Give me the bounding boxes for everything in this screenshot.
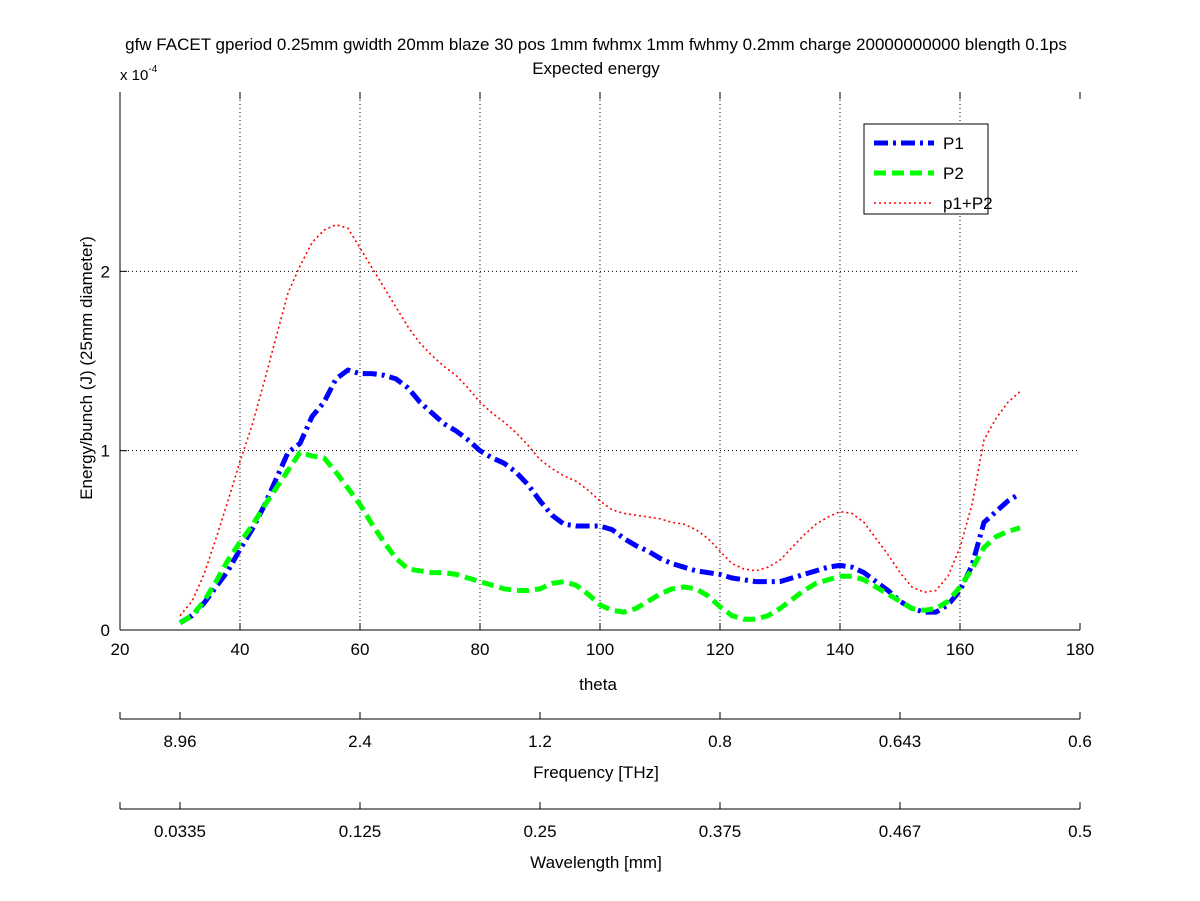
frequency-axis: 8.96 2.4 1.2 0.8 0.643 0.6 (119, 712, 1092, 751)
y-tick-label: 2 (101, 262, 110, 281)
y-tick-label: 0 (101, 621, 110, 640)
y-multiplier-exponent: -4 (148, 64, 157, 75)
legend-label-1: P1 (943, 134, 964, 153)
secondary-tick-label: 0.467 (879, 822, 922, 841)
x-ticks: 20 40 60 80 100 120 140 160 180 (111, 92, 1094, 659)
x-axis-label: theta (579, 675, 617, 694)
secondary-tick-label: 0.25 (523, 822, 556, 841)
secondary-tick-label: 0.8 (708, 732, 732, 751)
x-tick-label: 100 (586, 640, 614, 659)
y-multiplier-base: x 10 (120, 67, 148, 84)
y-axis-label: Energy/bunch (J) (25mm diameter) (77, 236, 96, 500)
x-tick-label: 60 (351, 640, 370, 659)
y-ticks: 0 1 2 (101, 262, 127, 640)
chart-subtitle: Expected energy (532, 59, 660, 78)
x-tick-label: 20 (111, 640, 130, 659)
series-layer (178, 223, 1022, 625)
series-line-2 (178, 450, 1021, 625)
legend-box (863, 123, 989, 215)
frequency-axis-label: Frequency [THz] (533, 763, 659, 782)
x-tick-label: 160 (946, 640, 974, 659)
secondary-tick-label: 8.96 (163, 732, 196, 751)
legend: P1 P2 p1+P2 (863, 123, 993, 215)
secondary-tick-label: 2.4 (348, 732, 372, 751)
secondary-tick-label: 0.0335 (154, 822, 206, 841)
legend-items: P1 P2 p1+P2 (874, 134, 993, 213)
secondary-tick-label: 0.375 (699, 822, 742, 841)
secondary-tick-label: 0.5 (1068, 822, 1092, 841)
y-tick-label: 1 (101, 442, 110, 461)
x-tick-label: 40 (231, 640, 250, 659)
secondary-tick-label: 1.2 (528, 732, 552, 751)
secondary-tick-label: 0.125 (339, 822, 382, 841)
y-multiplier: x 10-4 (120, 64, 158, 84)
wavelength-axis: 0.0335 0.125 0.25 0.375 0.467 0.5 (119, 802, 1092, 841)
grid (120, 92, 1080, 630)
x-tick-label: 140 (826, 640, 854, 659)
chart-title: gfw FACET gperiod 0.25mm gwidth 20mm bla… (125, 35, 1067, 54)
x-tick-label: 80 (471, 640, 490, 659)
x-tick-label: 180 (1066, 640, 1094, 659)
secondary-tick-label: 0.6 (1068, 732, 1092, 751)
x-tick-label: 120 (706, 640, 734, 659)
legend-label-2: P2 (943, 164, 964, 183)
legend-label-3: p1+P2 (943, 194, 993, 213)
secondary-tick-label: 0.643 (879, 732, 922, 751)
wavelength-axis-label: Wavelength [mm] (530, 853, 662, 872)
